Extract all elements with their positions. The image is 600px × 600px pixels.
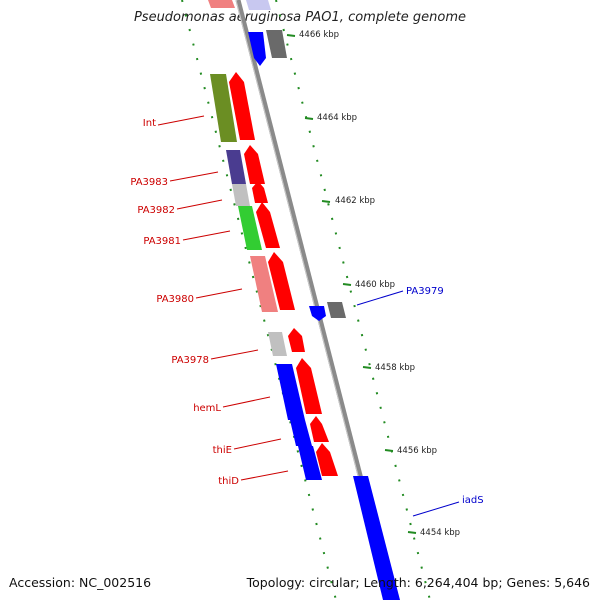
- label-pa3978-text: PA3978: [171, 355, 209, 366]
- label-thid-text: thiD: [218, 476, 239, 487]
- label-heml-text: hemL: [193, 403, 221, 414]
- gene-pa3981-red[interactable]: [256, 202, 280, 248]
- scale-tick: 4466 kbp: [286, 30, 339, 40]
- label-thid[interactable]: thiD: [218, 470, 289, 487]
- label-thie[interactable]: thiE: [213, 438, 282, 456]
- gene-pa3983-red[interactable]: [244, 145, 265, 184]
- label-pa3978[interactable]: PA3978: [171, 349, 259, 366]
- scale-tick-label: 4458 kbp: [375, 363, 415, 373]
- feature-lavender-top[interactable]: [246, 0, 271, 10]
- gene-iads-blue[interactable]: [353, 476, 400, 600]
- label-thie-text: thiE: [213, 445, 232, 456]
- gene-pa3982-gray[interactable]: [232, 184, 250, 206]
- feature-blue-4466[interactable]: [248, 32, 266, 66]
- feature-pink-top[interactable]: [208, 0, 235, 8]
- map-title: Pseudomonas aeruginosa PAO1, complete ge…: [133, 10, 467, 25]
- scale-tick: 4462 kbp: [321, 196, 375, 206]
- scale-tick-label: 4462 kbp: [335, 196, 375, 206]
- scale-tick: 4454 kbp: [407, 528, 460, 538]
- scale-tick: 4458 kbp: [362, 363, 415, 373]
- label-heml[interactable]: hemL: [193, 396, 271, 414]
- scale-tick: 4456 kbp: [384, 446, 437, 456]
- right-guide-line: [275, 0, 431, 600]
- scale-ticks: 4466 kbp 4464 kbp 4462 kbp 4460 kbp 4458…: [286, 30, 460, 538]
- gene-heml-red[interactable]: [296, 358, 322, 414]
- gene-thid-red[interactable]: [316, 443, 338, 476]
- feature-gray-4466[interactable]: [266, 30, 287, 58]
- gene-thie-red[interactable]: [310, 416, 329, 442]
- accession-text: Accession: NC_002516: [9, 575, 152, 590]
- scale-tick: 4464 kbp: [304, 113, 357, 123]
- gene-int-olive[interactable]: [210, 74, 237, 142]
- label-pa3979[interactable]: PA3979: [356, 286, 444, 306]
- gene-pa3982-red[interactable]: [252, 181, 268, 203]
- scale-tick-label: 4466 kbp: [299, 30, 339, 40]
- scale-tick-label: 4464 kbp: [317, 113, 357, 123]
- label-pa3980[interactable]: PA3980: [156, 288, 243, 305]
- label-iads[interactable]: iadS: [412, 495, 484, 517]
- label-int[interactable]: Int: [143, 115, 205, 129]
- scale-tick: 4460 kbp: [342, 280, 395, 290]
- label-pa3982[interactable]: PA3982: [137, 199, 223, 216]
- gene-thid-blue[interactable]: [298, 446, 322, 480]
- label-pa3980-text: PA3980: [156, 294, 194, 305]
- label-pa3982-text: PA3982: [137, 205, 175, 216]
- label-pa3981[interactable]: PA3981: [143, 230, 231, 247]
- scale-tick-label: 4456 kbp: [397, 446, 437, 456]
- gene-thie-blue[interactable]: [290, 420, 312, 446]
- gene-heml-blue[interactable]: [276, 364, 305, 420]
- gene-pa3981-green[interactable]: [238, 206, 262, 250]
- label-iads-text: iadS: [462, 495, 484, 506]
- gene-pa3980-red[interactable]: [268, 252, 295, 310]
- gene-int-red[interactable]: [229, 72, 255, 140]
- label-int-text: Int: [143, 118, 156, 129]
- topology-summary-text: Topology: circular; Length: 6,264,404 bp…: [246, 575, 590, 590]
- scale-tick-label: 4454 kbp: [420, 528, 460, 538]
- gene-pa3978-red[interactable]: [288, 328, 305, 352]
- gene-pa3983-purple[interactable]: [226, 150, 246, 184]
- gene-pa3979-gray[interactable]: [327, 302, 346, 318]
- gene-pa3978-gray[interactable]: [268, 332, 287, 356]
- label-pa3979-text: PA3979: [406, 286, 444, 297]
- gene-pa3980-pink[interactable]: [250, 256, 278, 312]
- scale-tick-label: 4460 kbp: [355, 280, 395, 290]
- label-pa3981-text: PA3981: [143, 236, 181, 247]
- gene-pa3979-blue[interactable]: [309, 306, 326, 321]
- label-pa3983[interactable]: PA3983: [130, 171, 219, 188]
- label-pa3983-text: PA3983: [130, 177, 168, 188]
